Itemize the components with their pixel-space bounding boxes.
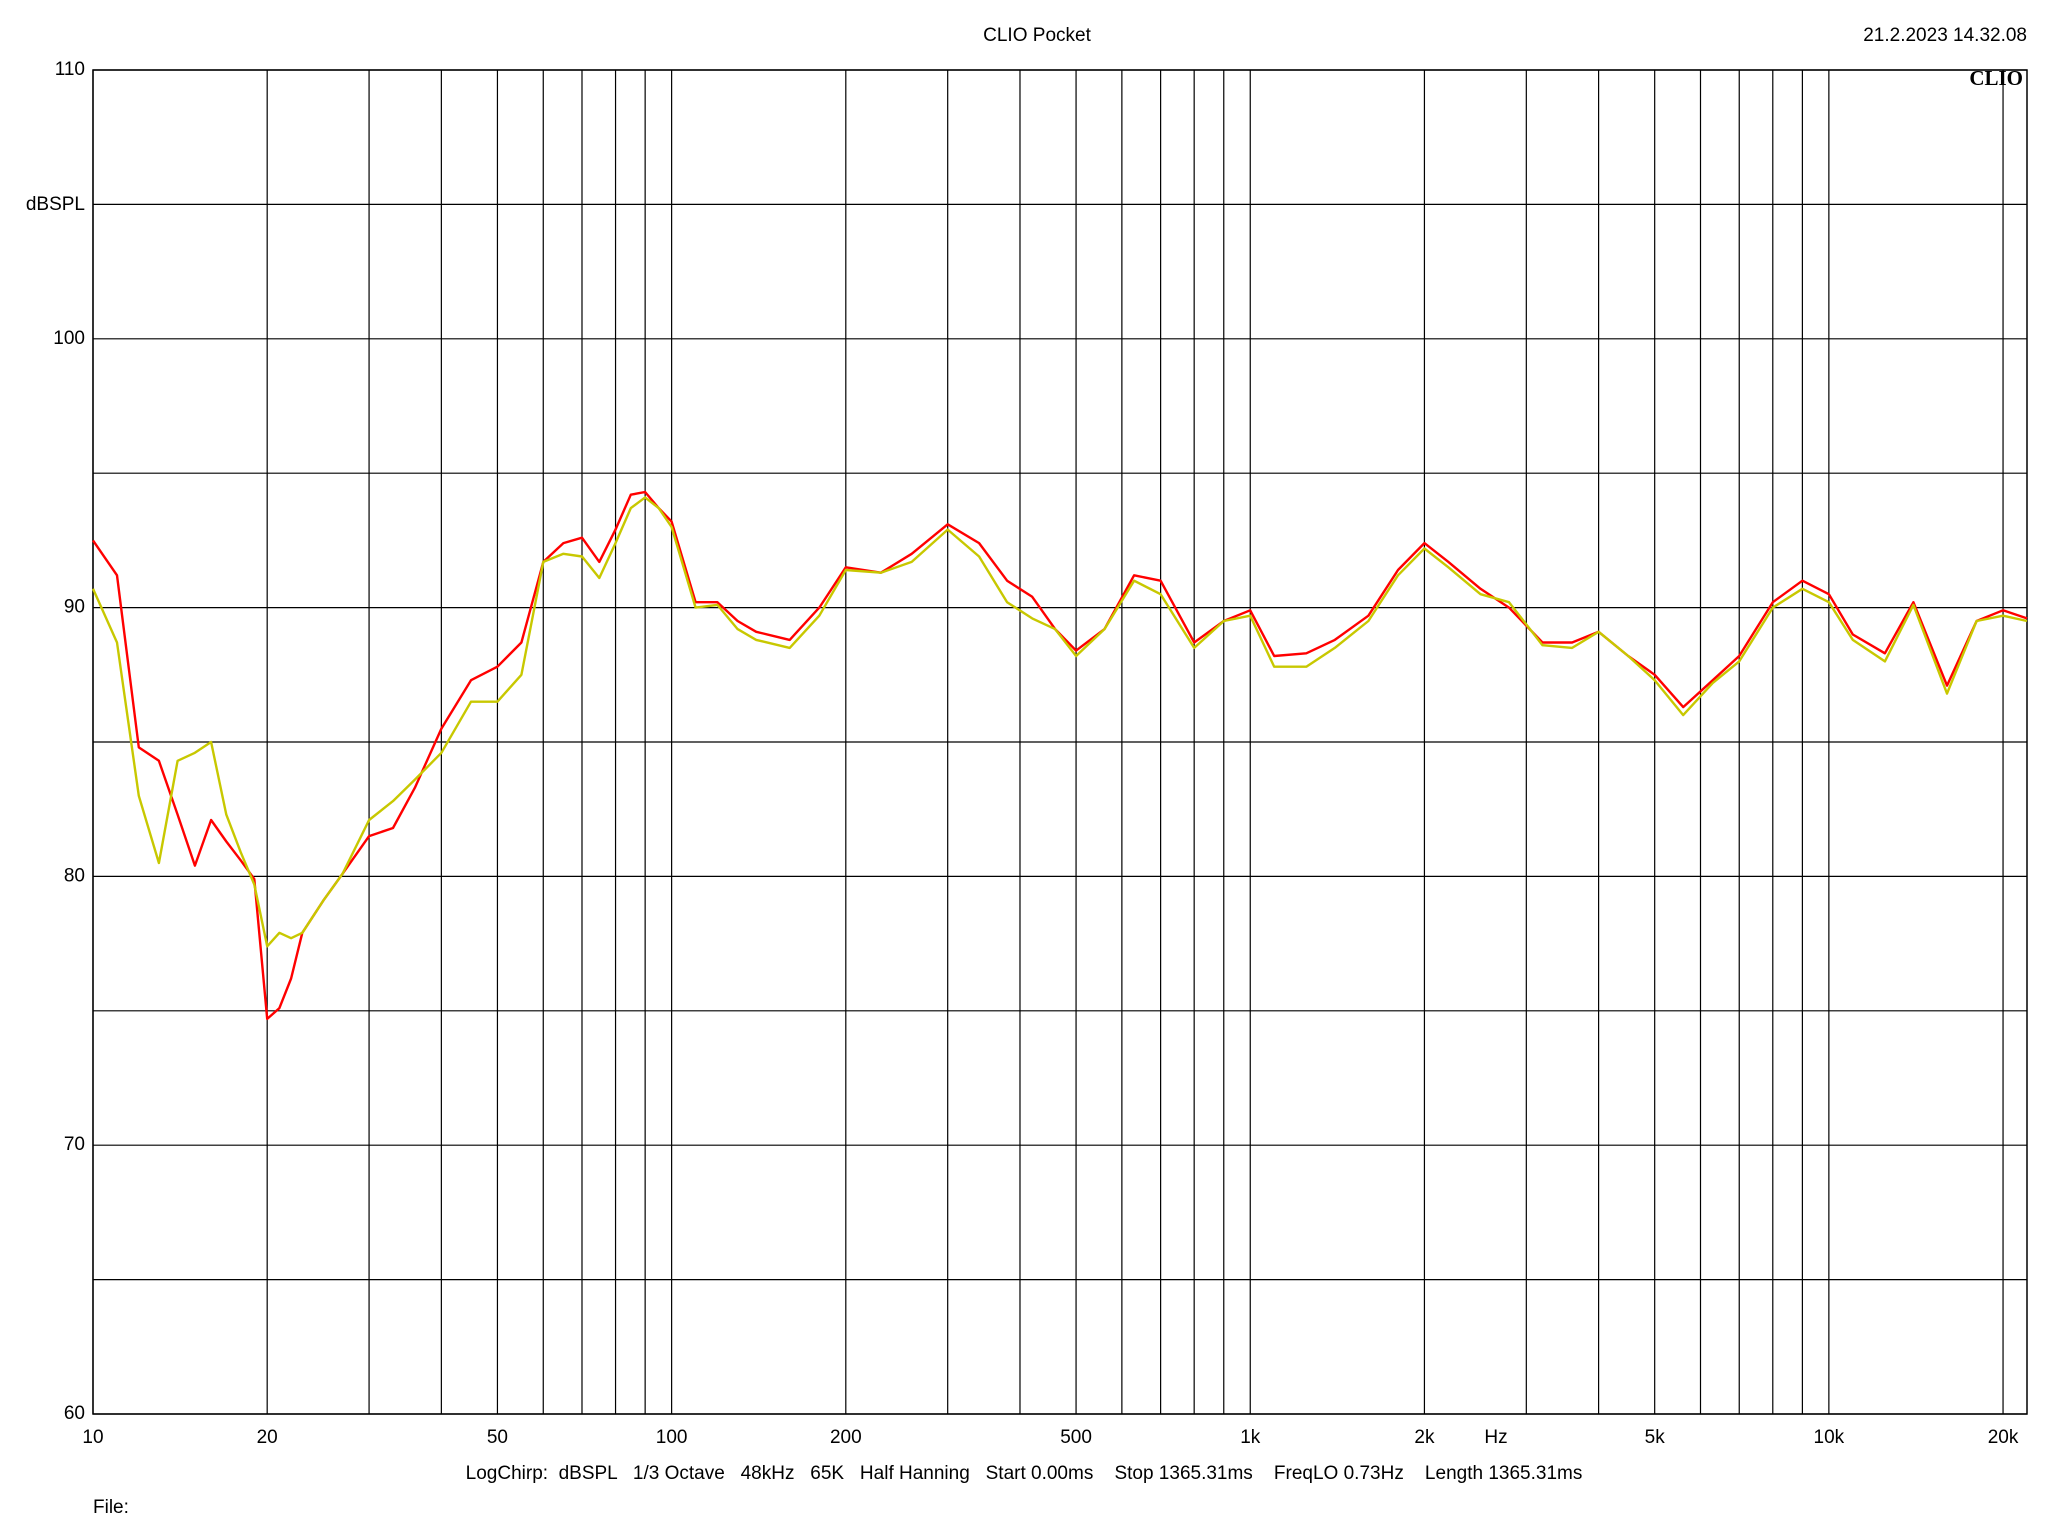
timestamp: 21.2.2023 14.32.08 [1863, 25, 2027, 46]
series-line [91, 496, 2028, 948]
x-tick-label: 20 [257, 1427, 278, 1448]
y-tick-label: 90 [64, 597, 85, 618]
x-tick-label: 50 [487, 1427, 508, 1448]
y-axis-label: dBSPL [26, 194, 85, 215]
x-tick-label: 20k [1988, 1427, 2019, 1448]
series-line [92, 490, 2028, 1021]
x-tick-label: 5k [1645, 1427, 1666, 1448]
y-tick-label: 60 [64, 1403, 85, 1424]
x-axis-label: Hz [1484, 1427, 1507, 1448]
y-tick-label: 100 [53, 328, 85, 349]
footer: LogChirp: dBSPL 1/3 Octave 48kHz 65K Hal… [466, 1463, 1583, 1484]
chart-title: CLIO Pocket [983, 25, 1091, 46]
x-tick-label: 1k [1240, 1427, 1261, 1448]
x-tick-label: 500 [1060, 1427, 1092, 1448]
x-tick-label: 200 [830, 1427, 862, 1448]
y-tick-label: 80 [64, 865, 85, 886]
file-label: File: [93, 1497, 129, 1518]
x-tick-label: 100 [656, 1427, 688, 1448]
y-tick-label: 110 [55, 59, 85, 80]
x-tick-label: 2k [1414, 1427, 1435, 1448]
logo: CLIO [1969, 66, 2023, 90]
x-tick-label: 10k [1814, 1427, 1845, 1448]
y-tick-label: 70 [64, 1134, 85, 1155]
x-tick-label: 10 [82, 1427, 103, 1448]
plot-frame [92, 69, 2028, 1415]
